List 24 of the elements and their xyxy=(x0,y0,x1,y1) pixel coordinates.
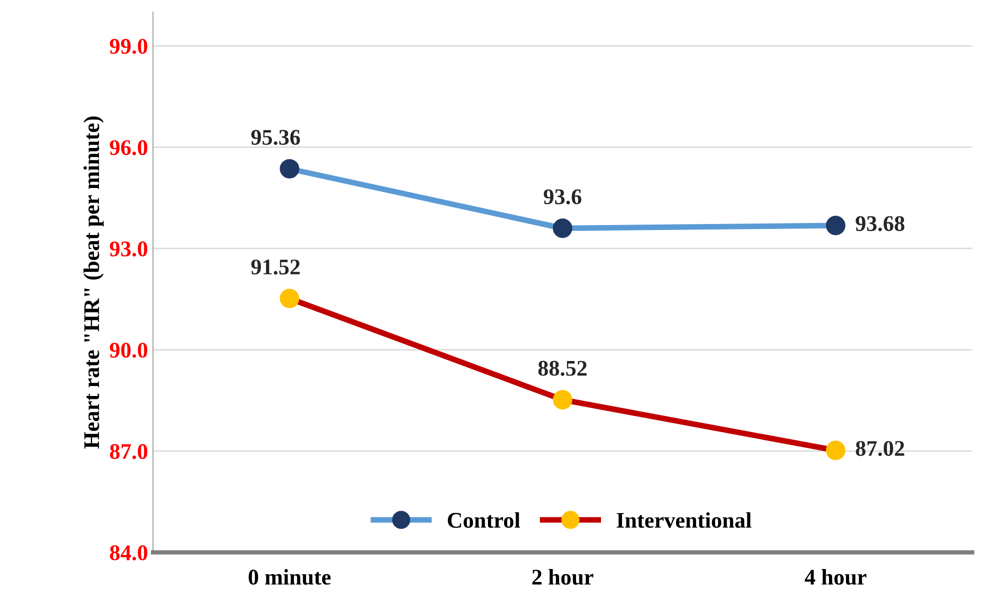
point xyxy=(552,390,572,410)
y-tick-label: 84.0 xyxy=(110,545,148,560)
point xyxy=(280,159,300,179)
data-label: 91.52 xyxy=(251,260,300,275)
point xyxy=(826,216,846,236)
data-label: 88.52 xyxy=(538,360,587,376)
legend-label: Control xyxy=(448,512,520,528)
x-tick-label: 4 hour xyxy=(804,569,866,585)
data-label: 95.36 xyxy=(251,130,300,145)
data-label: 87.02 xyxy=(856,440,904,456)
point xyxy=(552,218,572,238)
data-label: 93.68 xyxy=(856,216,904,232)
data-label: 93.6 xyxy=(544,189,582,204)
y-axis-title: Heart rate "HR" (beat per minute) xyxy=(84,116,104,449)
y-tick-label: 90.0 xyxy=(110,342,148,358)
x-tick-label: 2 hour xyxy=(532,569,594,585)
point xyxy=(280,288,300,308)
point xyxy=(826,440,846,460)
y-tick-label: 99.0 xyxy=(110,38,148,54)
y-tick-label: 96.0 xyxy=(110,140,148,156)
legend-label: Interventional xyxy=(616,512,752,528)
y-tick-label: 93.0 xyxy=(110,241,148,257)
y-tick-label: 87.0 xyxy=(110,444,148,460)
x-tick-label: 0 minute xyxy=(248,569,331,585)
